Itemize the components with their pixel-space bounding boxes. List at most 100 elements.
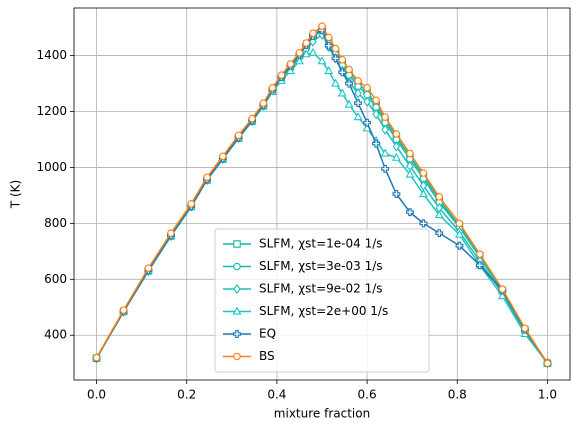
axes-frame <box>73 7 571 381</box>
marker <box>392 141 401 152</box>
marker <box>363 96 371 107</box>
marker <box>372 109 380 120</box>
legend-label: SLFM, χst=1e-04 1/s <box>259 237 383 251</box>
marker <box>248 114 256 123</box>
x-tick-label: 0.8 <box>448 388 467 402</box>
marker <box>233 283 241 295</box>
marker <box>338 55 347 64</box>
marker <box>317 56 327 65</box>
marker <box>498 285 507 293</box>
marker <box>354 99 363 108</box>
marker <box>434 210 444 219</box>
marker <box>187 200 195 208</box>
marker <box>234 131 243 140</box>
marker <box>497 291 507 300</box>
marker <box>435 229 444 238</box>
marker <box>372 139 381 148</box>
marker <box>233 262 241 271</box>
marker <box>331 54 340 63</box>
marker <box>337 88 347 97</box>
marker <box>455 219 464 228</box>
y-tick-label: 600 <box>44 272 67 286</box>
legend-label: SLFM, χst=2e+00 1/s <box>259 304 388 318</box>
marker <box>363 83 371 92</box>
marker <box>277 71 286 79</box>
marker <box>331 78 340 87</box>
x-tick-label: 0.0 <box>87 388 106 402</box>
legend-label: BS <box>259 349 275 363</box>
marker <box>302 39 310 47</box>
marker <box>203 173 211 181</box>
series-line <box>95 25 549 364</box>
legend-box <box>214 228 430 373</box>
marker <box>344 99 354 108</box>
marker <box>324 41 333 50</box>
marker <box>119 306 128 314</box>
marker <box>233 330 241 338</box>
marker <box>405 208 414 217</box>
x-axis-label: mixture fraction <box>274 407 370 421</box>
marker <box>144 264 153 272</box>
marker <box>354 88 362 99</box>
y-tick-label: 1200 <box>36 104 67 118</box>
marker <box>381 113 389 121</box>
marker <box>232 306 242 315</box>
marker <box>338 68 347 77</box>
marker <box>392 130 401 138</box>
legend-label: EQ <box>259 327 276 341</box>
legend-label: SLFM, χst=9e-02 1/s <box>259 282 383 296</box>
marker <box>331 44 340 53</box>
x-tick-label: 0.4 <box>267 388 286 402</box>
marker <box>345 65 353 74</box>
marker <box>268 83 277 92</box>
marker <box>325 33 333 42</box>
marker <box>353 112 363 121</box>
marker <box>521 324 529 333</box>
marker <box>406 149 414 158</box>
x-tick-label: 0.2 <box>177 388 196 402</box>
y-tick-label: 1000 <box>36 160 67 174</box>
marker <box>219 152 227 160</box>
marker <box>419 169 428 177</box>
marker <box>543 359 552 367</box>
marker <box>286 65 295 75</box>
marker <box>233 352 241 361</box>
marker <box>259 99 268 107</box>
marker <box>391 152 401 161</box>
marker <box>435 193 443 201</box>
marker <box>381 124 389 135</box>
marker <box>309 29 317 37</box>
marker <box>419 189 428 198</box>
x-tick-label: 0.6 <box>358 388 377 402</box>
marker <box>372 96 380 105</box>
marker <box>380 148 390 157</box>
marker <box>455 241 464 250</box>
marker <box>295 49 304 57</box>
y-tick-label: 800 <box>44 216 67 230</box>
marker <box>167 229 175 237</box>
marker <box>354 76 362 85</box>
marker <box>318 22 326 30</box>
marker <box>455 229 464 238</box>
marker <box>363 118 372 127</box>
marker <box>308 47 318 56</box>
marker <box>301 49 311 58</box>
marker <box>233 240 241 248</box>
marker <box>92 353 101 362</box>
y-tick-label: 400 <box>44 328 67 342</box>
marker <box>286 60 295 68</box>
marker <box>295 56 304 65</box>
marker <box>345 79 354 88</box>
marker <box>392 190 401 198</box>
marker <box>419 219 428 228</box>
marker <box>405 169 415 178</box>
y-axis-label: T (K) <box>9 180 23 209</box>
x-tick-label: 1.0 <box>538 388 557 402</box>
legend: SLFM, χst=1e-04 1/s SLFM, χst=3e-03 1/s SL… <box>214 228 430 373</box>
marker <box>381 164 390 173</box>
legend-label: SLFM, χst=3e-03 1/s <box>259 259 383 273</box>
y-tick-label: 1400 <box>36 48 67 62</box>
marker <box>475 261 484 270</box>
